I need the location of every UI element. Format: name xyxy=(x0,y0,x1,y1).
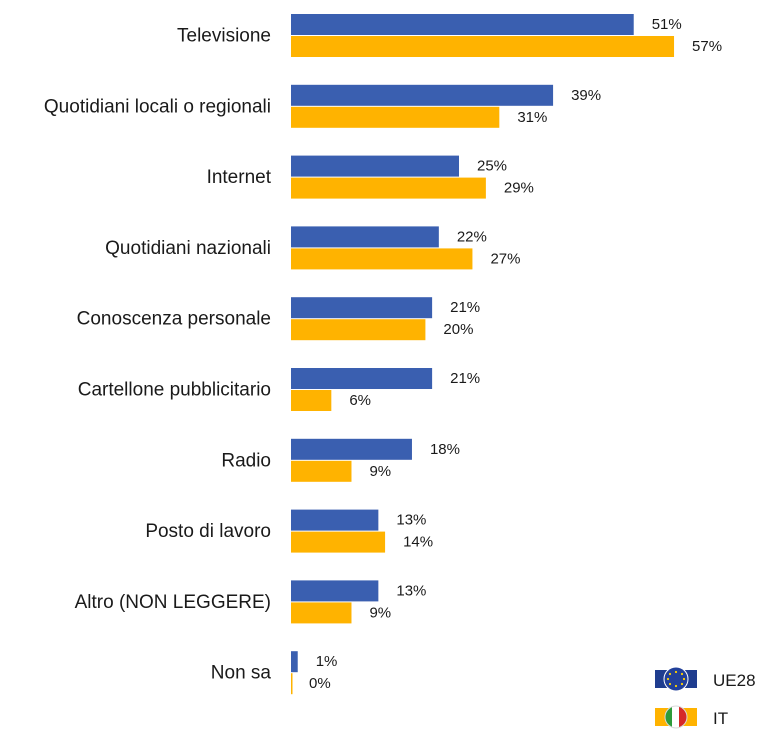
value-label-it: 27% xyxy=(490,250,520,267)
category-group-cartellone-pubblicitario: Cartellone pubblicitario 21% 6% xyxy=(78,368,480,411)
bar-ue28 xyxy=(291,226,439,248)
bar-it xyxy=(291,602,352,624)
category-label: Conoscenza personale xyxy=(77,309,271,330)
value-label-ue28: 21% xyxy=(450,370,480,387)
chart-bars: Televisione 51% 57% Quotidiani locali o reg… xyxy=(44,14,722,695)
category-label: Cartellone pubblicitario xyxy=(78,380,271,401)
category-group-radio: Radio 18% 9% xyxy=(221,438,460,482)
legend-label-it: IT xyxy=(713,709,728,728)
bar-ue28 xyxy=(291,651,298,673)
category-group-altro-non-leggere: Altro (NON LEGGERE) 13% 9% xyxy=(75,580,426,624)
bar-ue28 xyxy=(291,14,634,35)
category-group-quotidiani-nazionali: Quotidiani nazionali 22%27% xyxy=(105,226,520,270)
category-label: Televisione xyxy=(177,26,271,47)
category-label: Internet xyxy=(207,167,272,188)
bar-ue28 xyxy=(291,368,433,389)
value-label-ue28: 21% xyxy=(450,299,480,316)
value-label-it: 14% xyxy=(403,534,433,551)
value-label-it: 9% xyxy=(369,463,391,480)
category-label: Quotidiani nazionali xyxy=(105,238,271,259)
category-label: Quotidiani locali o regionali xyxy=(44,96,271,117)
bar-it xyxy=(291,460,352,482)
value-label-ue28: 13% xyxy=(396,582,426,599)
value-label-it: 20% xyxy=(443,321,473,338)
bar-ue28 xyxy=(291,509,379,531)
category-label: Posto di lavoro xyxy=(145,521,271,542)
value-label-ue28: 13% xyxy=(396,512,426,529)
legend-item-it: IT xyxy=(655,705,728,729)
value-label-it: 6% xyxy=(349,392,371,409)
chart-legend: UE28 IT xyxy=(655,666,756,729)
category-group-televisione: Televisione 51% 57% xyxy=(177,14,722,57)
bar-ue28 xyxy=(291,438,412,460)
bar-it xyxy=(291,36,675,57)
legend-item-ue28: UE28 xyxy=(655,666,756,692)
bar-ue28 xyxy=(291,155,459,177)
value-label-ue28: 18% xyxy=(430,441,460,458)
category-label: Non sa xyxy=(211,663,272,684)
bar-it xyxy=(291,673,293,695)
bar-ue28 xyxy=(291,297,433,319)
bar-it xyxy=(291,106,500,128)
value-label-ue28: 1% xyxy=(316,653,338,670)
italy-flag-icon xyxy=(655,705,697,729)
bar-ue28 xyxy=(291,580,379,602)
value-label-it: 29% xyxy=(504,180,534,197)
category-group-posto-di-lavoro: Posto di lavoro 13% 14% xyxy=(145,509,433,553)
category-label: Altro (NON LEGGERE) xyxy=(75,592,271,613)
category-group-internet: Internet 25% 29% xyxy=(207,155,534,199)
value-label-it: 57% xyxy=(692,38,722,55)
bar-it xyxy=(291,177,486,199)
value-label-ue28: 25% xyxy=(477,158,507,175)
category-group-non-sa: Non sa 1% 0% xyxy=(211,651,338,695)
eu-flag-icon xyxy=(655,666,697,692)
value-label-ue28: 22% xyxy=(457,228,487,245)
category-label: Radio xyxy=(221,450,271,471)
category-group-quotidiani-locali-o-regionali: Quotidiani locali o regionali 39% 31% xyxy=(44,84,601,128)
bar-it xyxy=(291,248,473,270)
value-label-it: 9% xyxy=(369,604,391,621)
value-label-ue28: 39% xyxy=(571,87,601,104)
category-group-conoscenza-personale: Conoscenza personale 21% 20% xyxy=(77,297,480,341)
bar-it xyxy=(291,531,386,553)
bar-ue28 xyxy=(291,84,554,106)
value-label-it: 31% xyxy=(517,109,547,126)
bar-it xyxy=(291,319,426,341)
value-label-it: 0% xyxy=(309,675,331,692)
value-label-ue28: 51% xyxy=(652,16,682,33)
legend-label-ue28: UE28 xyxy=(713,671,756,690)
bar-it xyxy=(291,390,332,411)
